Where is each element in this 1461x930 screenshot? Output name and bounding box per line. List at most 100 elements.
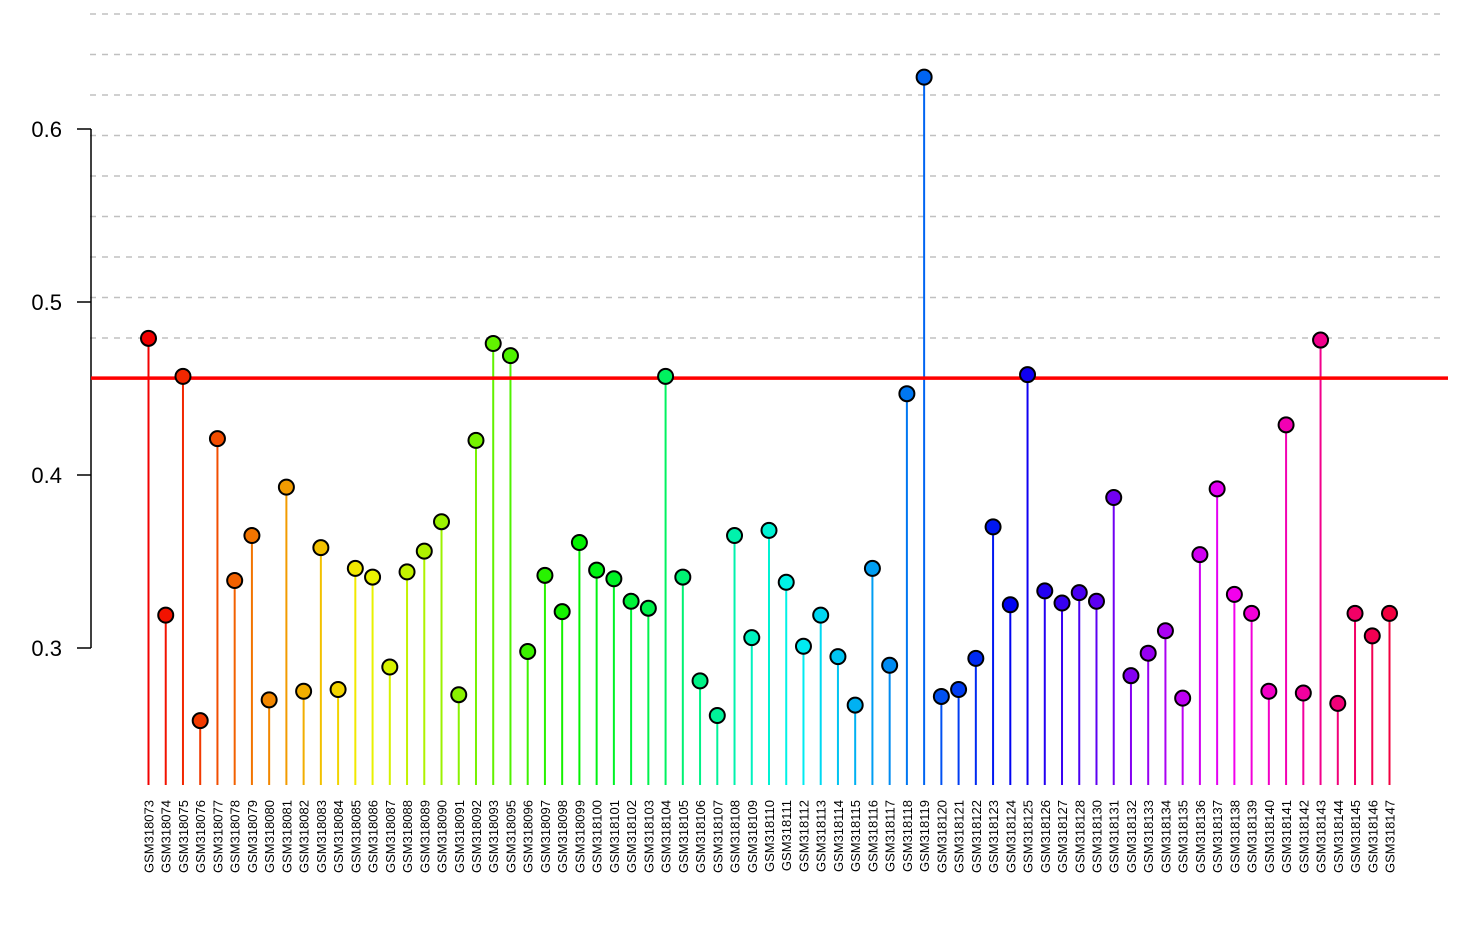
lollipop-point (622, 592, 640, 610)
x-axis-label: GSM318138 (1227, 800, 1242, 873)
x-axis-label: GSM318128 (1072, 800, 1087, 873)
lollipop-point (1363, 627, 1381, 645)
x-axis-label: GSM318091 (452, 800, 467, 873)
lollipop-point (364, 568, 382, 586)
x-axis-label: GSM318099 (572, 800, 587, 873)
lollipop-point (1243, 604, 1261, 622)
lollipop-point (467, 431, 485, 449)
x-axis-label: GSM318108 (728, 800, 743, 873)
x-axis-label: GSM318082 (297, 800, 312, 873)
y-axis-tick-label: 0.4 (31, 463, 62, 488)
lollipop-point (226, 572, 244, 590)
grid-lines (90, 13, 1445, 339)
lollipop-point (588, 561, 606, 579)
lollipop-point (812, 606, 830, 624)
lollipop-point (846, 696, 864, 714)
lollipop-point (570, 533, 588, 551)
lollipop-point (1312, 331, 1330, 349)
x-axis-label: GSM318145 (1348, 800, 1363, 873)
x-axis-label: GSM318143 (1314, 800, 1329, 873)
x-axis-label: GSM318080 (262, 800, 277, 873)
x-axis-label: GSM318115 (848, 800, 863, 872)
x-axis-label: GSM318077 (210, 800, 225, 873)
x-axis-label: GSM318121 (952, 800, 967, 873)
lollipop-point (501, 347, 519, 365)
x-axis-label: GSM318122 (969, 800, 984, 873)
x-axis-label: GSM318144 (1331, 800, 1346, 873)
lollipop-point (1070, 584, 1088, 602)
x-axis-label: GSM318093 (486, 800, 501, 873)
y-axis-tick-label: 0.5 (31, 290, 62, 315)
lollipop-point (1191, 546, 1209, 564)
x-axis-label: GSM318110 (762, 800, 777, 872)
x-axis-label: GSM318112 (796, 800, 811, 872)
lollipop-point (157, 606, 175, 624)
x-axis-label: GSM318117 (883, 800, 898, 872)
lollipop-point (1156, 622, 1174, 640)
x-axis-label: GSM318130 (1089, 800, 1104, 873)
x-axis-label: GSM318075 (176, 800, 191, 873)
lollipop-point (881, 656, 899, 674)
x-axis-label: GSM318087 (383, 800, 398, 873)
lollipop-point (708, 706, 726, 724)
x-axis-label: GSM318137 (1210, 800, 1225, 873)
x-axis-label: GSM318100 (590, 800, 605, 873)
x-axis-label: GSM318098 (555, 800, 570, 873)
lollipop-point (260, 691, 278, 709)
x-axis-label: GSM318104 (659, 800, 674, 873)
x-axis-label: GSM318133 (1141, 800, 1156, 873)
x-axis-label: GSM318136 (1193, 800, 1208, 873)
x-axis-label: GSM318131 (1107, 800, 1122, 873)
lollipop-point (1036, 582, 1054, 600)
x-axis-label: GSM318105 (676, 800, 691, 873)
lollipop-point (950, 681, 968, 699)
lollipop-point (657, 367, 675, 385)
lollipop-point (674, 568, 692, 586)
lollipop-point (743, 629, 761, 647)
x-axis-label: GSM318109 (745, 800, 760, 873)
x-axis-label: GSM318107 (710, 800, 725, 873)
x-axis-label: GSM318097 (538, 800, 553, 873)
lollipop-point (536, 566, 554, 584)
lollipop-point (1139, 644, 1157, 662)
lollipop-points (140, 68, 1398, 730)
lollipop-point (174, 367, 192, 385)
lollipop-point (1346, 604, 1364, 622)
x-axis-label: GSM318116 (865, 800, 880, 872)
x-axis-label: GSM318084 (331, 800, 346, 873)
x-axis-label: GSM318118 (900, 800, 915, 872)
x-axis-label: GSM318142 (1296, 800, 1311, 873)
lollipop-point (450, 686, 468, 704)
lollipop-point (726, 527, 744, 545)
x-axis-label: GSM318140 (1262, 800, 1277, 873)
x-axis-label: GSM318120 (934, 800, 949, 873)
lollipop-point (433, 513, 451, 531)
lollipop-point (984, 518, 1002, 536)
lollipop-point (1001, 596, 1019, 614)
x-axis-label: GSM318127 (1055, 800, 1070, 873)
lollipop-point (1277, 416, 1295, 434)
x-axis-label: GSM318111 (779, 800, 794, 871)
x-axis-label: GSM318146 (1365, 800, 1380, 873)
lollipop-point (1105, 488, 1123, 506)
x-axis-label: GSM318083 (314, 800, 329, 873)
lollipop-point (1087, 592, 1105, 610)
x-axis-label: GSM318135 (1176, 800, 1191, 873)
lollipop-point (1019, 366, 1037, 384)
x-axis-label: GSM318092 (469, 800, 484, 873)
x-axis-label: GSM318141 (1279, 800, 1294, 873)
lollipop-point (967, 649, 985, 667)
lollipop-point (346, 559, 364, 577)
lollipop-point (312, 539, 330, 557)
x-axis-label: GSM318078 (228, 800, 243, 873)
lollipop-point (398, 563, 416, 581)
x-axis-label: GSM318096 (521, 800, 536, 873)
lollipop-point (898, 385, 916, 403)
lollipop-point (243, 527, 261, 545)
x-axis-label: GSM318134 (1158, 800, 1173, 873)
x-axis-label: GSM318076 (193, 800, 208, 873)
lollipop-point (760, 521, 778, 539)
lollipop-point (777, 573, 795, 591)
lollipop-point (1208, 480, 1226, 498)
